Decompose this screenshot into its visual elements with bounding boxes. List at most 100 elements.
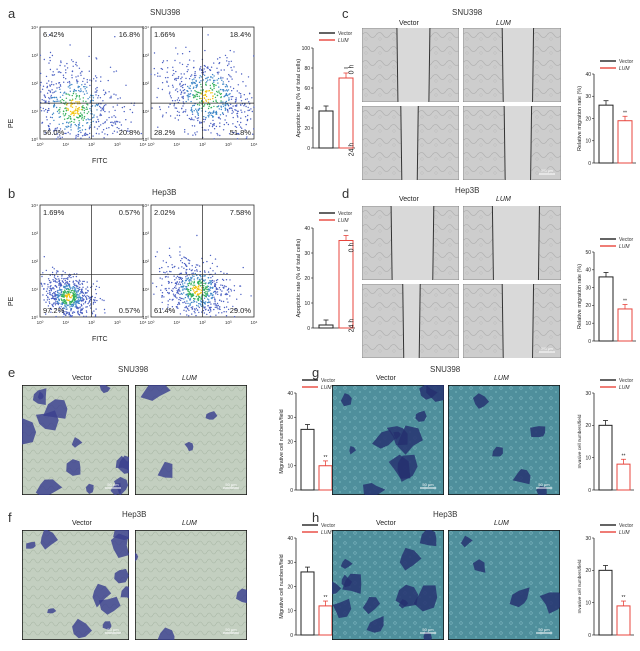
h-col-lum: LUM <box>494 520 509 527</box>
stained-cell <box>135 552 139 562</box>
y-tick-label: 30 <box>287 560 293 566</box>
flow-plot-a-lum: 1.66% 18.4% 28.2% 51.8% 10⁰ 10⁰ 10¹ 10¹ 10² 10² 10… <box>142 25 257 147</box>
y-tick-label: 30 <box>585 285 591 291</box>
y-axis-label: Apoptotic rate (% of total cells) <box>296 59 302 138</box>
panel-letter-a: a <box>8 6 16 21</box>
y-axis-label: Invasive cell numbers/field <box>577 414 582 468</box>
significance-mark: ** <box>622 453 626 459</box>
stained-cell <box>110 533 129 558</box>
wound-edge-right <box>416 106 419 180</box>
y-tick-label: 40 <box>585 268 591 274</box>
significance-mark: ** <box>324 455 328 461</box>
wound-edge-right <box>532 28 535 102</box>
f-col-lum: LUM <box>182 520 197 527</box>
wound-edge-left <box>491 206 494 280</box>
y-tick: 10² <box>31 81 38 86</box>
x-tick: 10² <box>199 320 206 325</box>
stained-cell <box>395 584 419 607</box>
stained-cell <box>362 597 381 615</box>
stained-cell <box>397 454 418 482</box>
flow-plot-b-vector: 1.69% 0.57% 97.2% 0.57% 10⁰ 10⁰ 10¹ 10¹ 10² 10² 10… <box>31 203 146 325</box>
panel-letter-d: d <box>342 186 350 201</box>
y-tick-label: 80 <box>304 66 310 72</box>
c-col-lum: LUM <box>496 20 511 27</box>
quadrant-ur-value: 0.57% <box>119 208 141 217</box>
g-col-lum: LUM <box>494 375 509 382</box>
y-tick-label: 20 <box>585 303 591 309</box>
quadrant-lr-value: 51.8% <box>230 128 252 137</box>
significance-mark: ** <box>623 299 627 305</box>
scale-bar-label: 50 μm <box>107 482 119 487</box>
x-tick: 10⁴ <box>140 142 147 147</box>
stained-cell <box>35 410 59 431</box>
transwell-f-vector: 50 μm <box>22 530 129 640</box>
transwell-f-lum: 50 μm <box>135 530 247 640</box>
x-tick: 10² <box>88 320 95 325</box>
wound-gap <box>492 206 540 280</box>
wound-edge-left <box>396 28 399 102</box>
x-tick: 10⁴ <box>251 142 258 147</box>
y-tick-label: 100 <box>302 46 311 52</box>
stained-cell <box>426 385 444 402</box>
y-tick-label: 40 <box>287 391 293 397</box>
bar-lum <box>338 77 354 149</box>
y-axis-label: Apoptotic rate (% of total cells) <box>296 239 302 318</box>
flow-points <box>150 34 255 140</box>
y-tick-label: 20 <box>287 584 293 590</box>
panel-letter-e: e <box>8 365 16 380</box>
panel-h-title: Hep3B <box>433 510 458 519</box>
panel-letter-h: h <box>312 510 320 525</box>
scale-bar-label: 500 μm <box>541 347 553 351</box>
stained-cell <box>98 596 121 615</box>
stained-cell <box>349 446 357 455</box>
y-tick: 10⁴ <box>142 25 149 30</box>
y-tick: 10⁰ <box>142 137 149 142</box>
stained-cell <box>140 385 171 401</box>
y-tick-label: 0 <box>588 161 591 167</box>
y-tick-label: 10 <box>287 609 293 615</box>
wound-edge-right <box>418 284 421 358</box>
panel-a-title: SNU398 <box>150 8 181 17</box>
bar-vector <box>598 424 613 491</box>
y-axis-label: Relative migration rate (%) <box>577 86 583 151</box>
stained-cell <box>413 585 438 612</box>
panel-b-title: Hep3B <box>152 188 177 197</box>
scratch-d-vector-24h <box>362 284 459 358</box>
wound-edge-left <box>402 284 405 358</box>
x-tick: 10³ <box>225 320 232 325</box>
stained-cell <box>92 583 112 608</box>
stained-cell <box>340 393 352 407</box>
y-axis-label: Migrative cell numbers/field <box>279 409 285 473</box>
bar-vector <box>598 569 613 636</box>
flow-svg: 1.69% 0.57%97.2% 0.57%10⁰10⁰10¹10¹10²10²10… <box>31 203 146 325</box>
scratch-c-vector-0h <box>362 28 459 102</box>
scratch-d-vector-0h <box>362 206 459 280</box>
transwell-background <box>448 530 560 640</box>
bar-lum <box>617 120 633 164</box>
flow-plot-b-lum: 2.02% 7.58% 61.4% 29.0% 10⁰ 10⁰ 10¹ 10¹ 10² 10² 10… <box>142 203 257 325</box>
panel-letter-b: b <box>8 186 16 201</box>
y-axis-label: Migrative cell numbers/field <box>279 554 285 618</box>
y-tick-label: 0 <box>307 326 310 332</box>
transwell-g-lum: 50 μm <box>448 385 560 495</box>
legend-label-vector: Vector <box>619 523 634 529</box>
y-tick: 10³ <box>142 53 149 58</box>
y-tick: 10⁰ <box>31 315 38 320</box>
y-tick-label: 50 <box>585 250 591 256</box>
flow-a-xlabel: FITC <box>92 158 108 165</box>
stained-cell <box>157 461 173 478</box>
c-row-0h: 0 h <box>348 64 356 75</box>
wound-edge-right <box>432 206 435 280</box>
c-row-24h: 24 h <box>348 142 356 157</box>
stained-cell <box>102 621 112 631</box>
stained-cell <box>26 541 36 549</box>
stained-cell <box>184 441 194 452</box>
stained-cell <box>423 631 432 640</box>
transwell-background <box>135 530 247 640</box>
d-col-vector: Vector <box>399 196 419 203</box>
x-tick: 10¹ <box>173 320 180 325</box>
x-tick: 10⁴ <box>251 320 258 325</box>
legend-label-vector: Vector <box>619 378 634 384</box>
transwell-g-vector: 50 μm <box>332 385 444 495</box>
